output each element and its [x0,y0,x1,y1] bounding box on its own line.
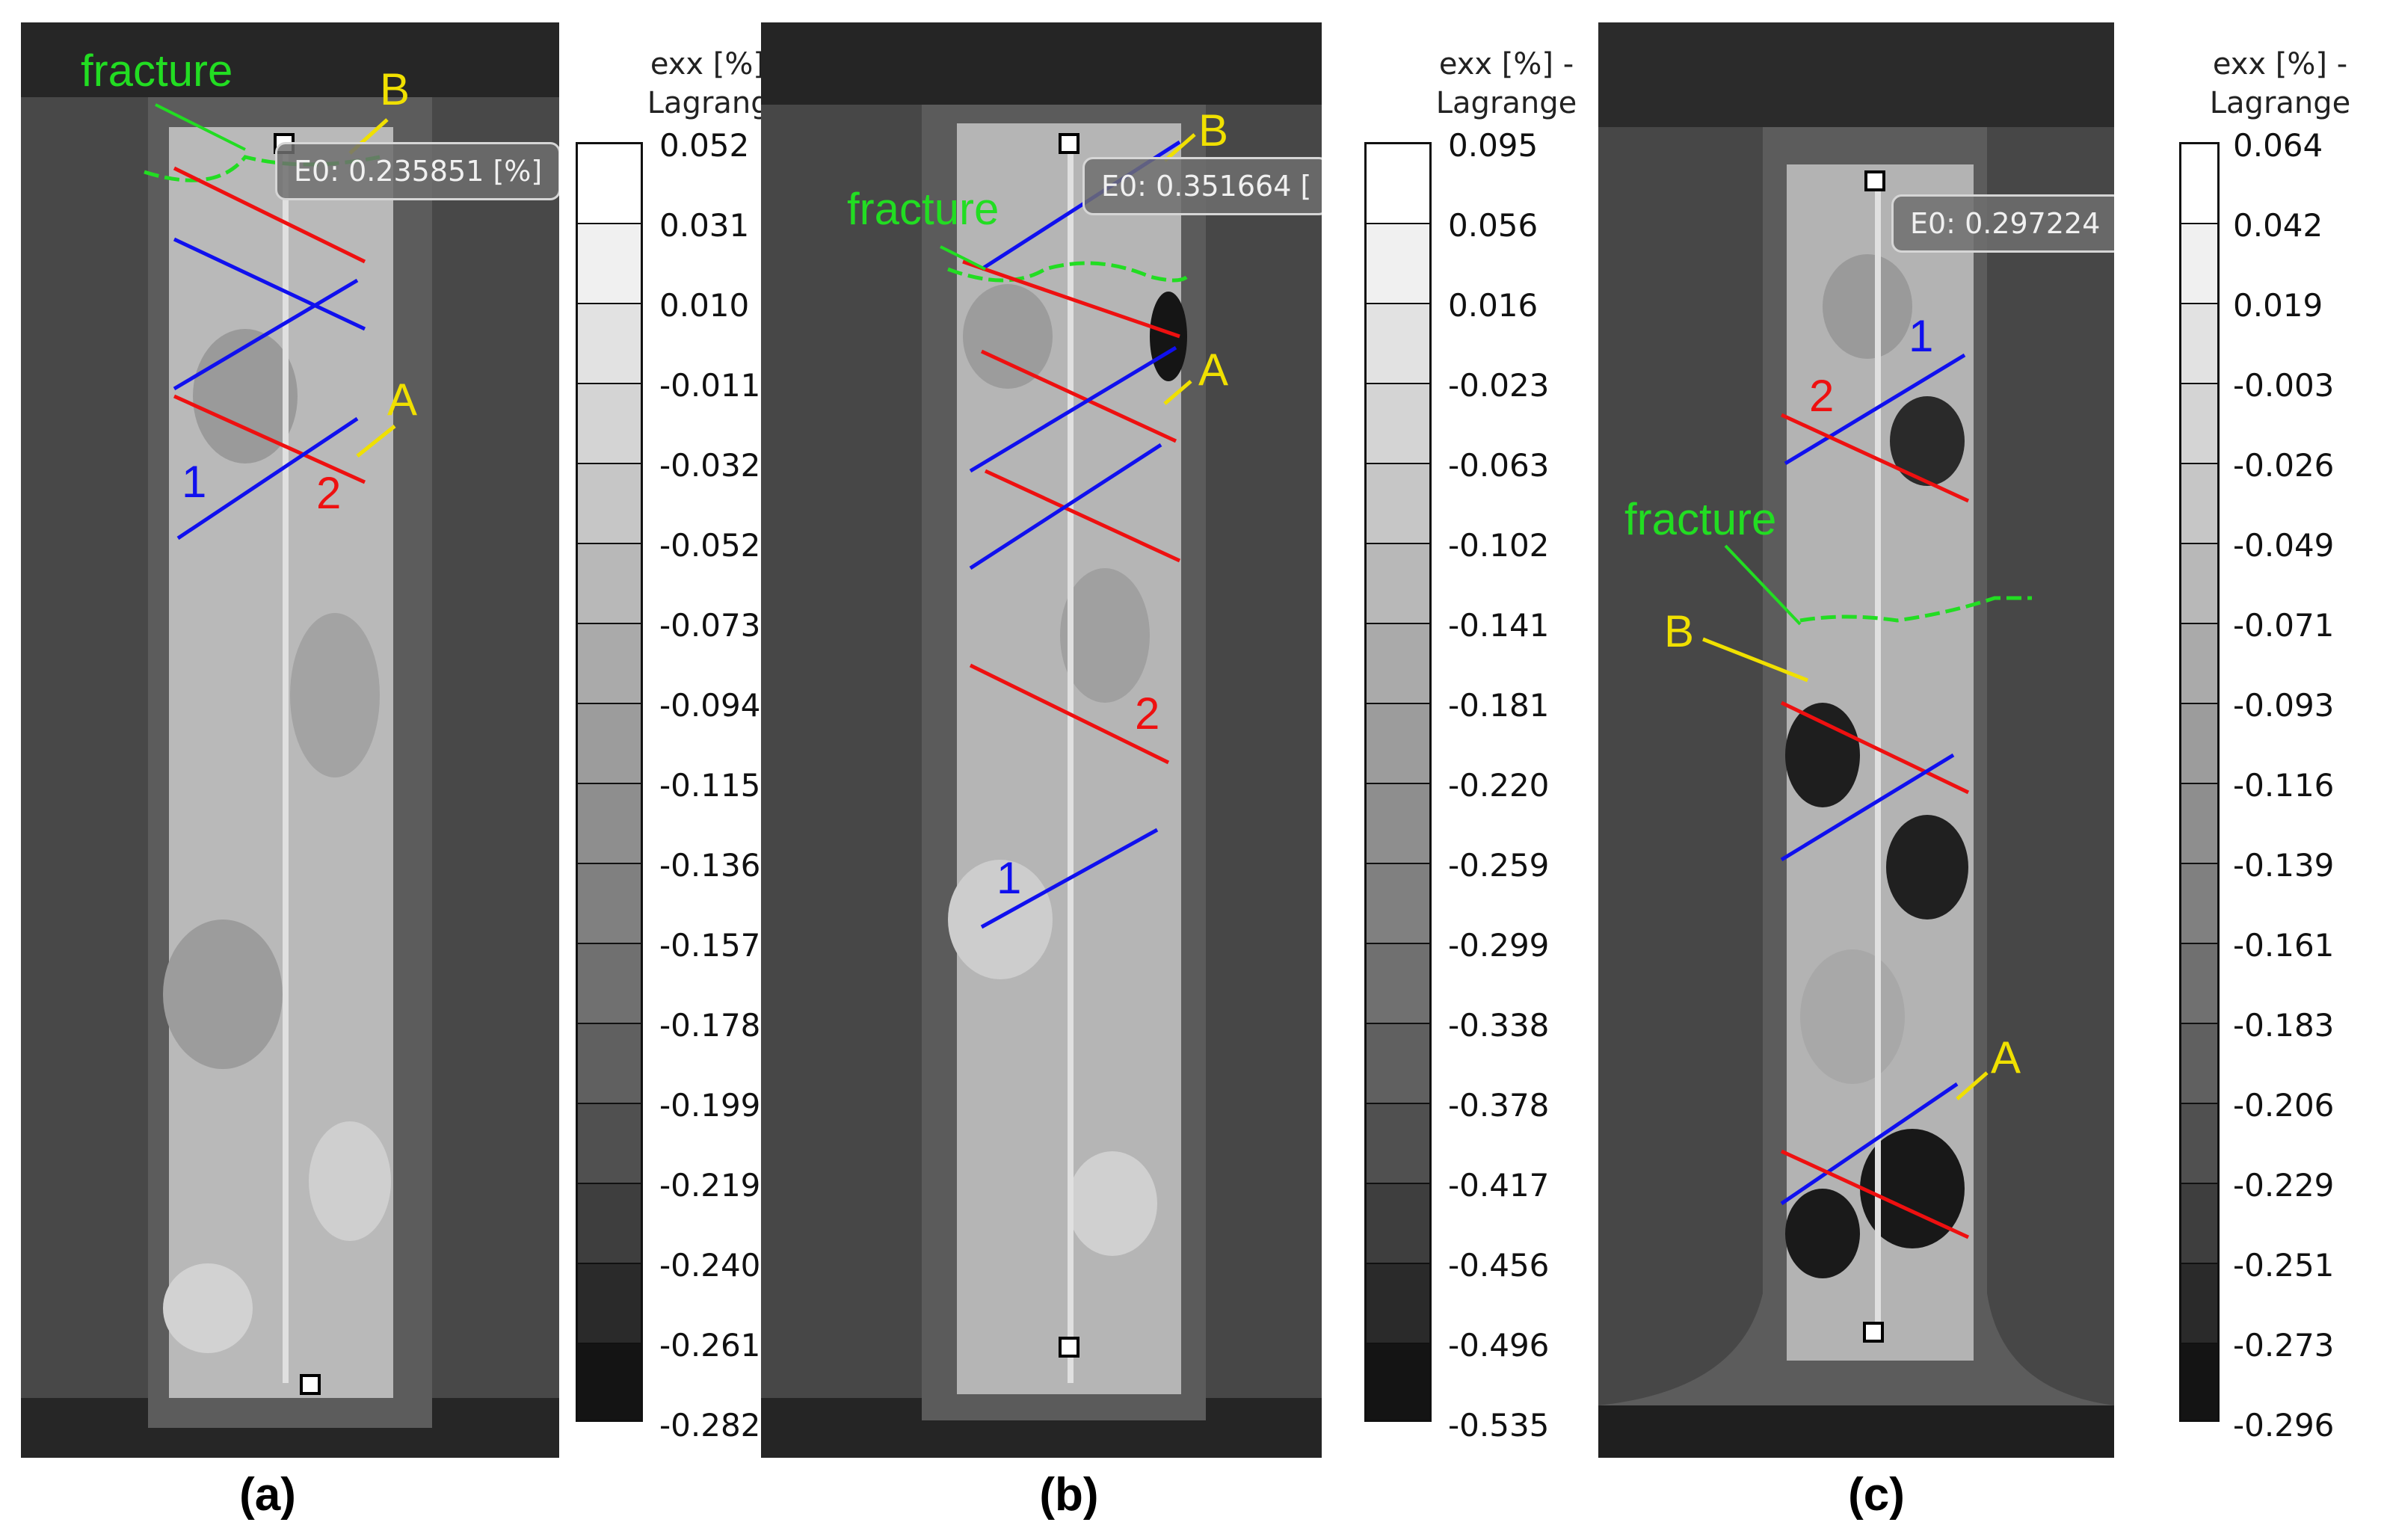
caption-b: (b) [1039,1469,1099,1521]
colorbar-tick-label: 0.056 [1448,207,1538,244]
colorbar-steps-a [576,142,643,1422]
panel-a-image: E0: 0.235851 [%] fracture B A 1 2 [21,22,559,1458]
colorbar-tick-label: -0.032 [659,447,761,484]
fracture-label-b: fracture [847,184,1000,234]
colorbar-tick-label: -0.094 [659,687,761,724]
caption-c: (c) [1848,1469,1905,1521]
colorbar-tick-label: -0.229 [2233,1167,2335,1204]
colorbar-tick-label: -0.071 [2233,607,2335,644]
colorbar-tick-label: -0.338 [1448,1007,1550,1044]
e0-readout-c: E0: 0.297224 [1891,194,2114,253]
colorbar-tick-label: -0.157 [659,927,761,964]
colorbar-tick-label: -0.049 [2233,527,2335,564]
colorbar-tick-label: -0.220 [1448,767,1550,804]
label-a-c: A [1991,1032,2021,1082]
colorbar-tick-label: -0.141 [1448,607,1550,644]
colorbar-tick-label: -0.115 [659,767,761,804]
colorbar-tick-label: -0.026 [2233,447,2335,484]
colorbar-tick-label: -0.136 [659,847,761,884]
label-b-a: B [380,64,410,114]
colorbar-b: exx [%] - Lagrange 0.095 0.056 0.016 -0.023… [1364,22,1641,1465]
panel-b-image: E0: 0.351664 [ fracture B A 1 2 [761,22,1322,1458]
colorbar-tick-label: 0.052 [659,127,750,164]
colorbar-tick-label: -0.378 [1448,1087,1550,1124]
fracture-label-c: fracture [1624,494,1777,544]
colorbar-tick-label: -0.261 [659,1327,761,1364]
colorbar-tick-label: -0.456 [1448,1247,1550,1284]
specimen-a-svg [21,22,559,1458]
colorbar-title-c: exx [%] - Lagrange [2209,47,2351,120]
colorbar-tick-label: -0.161 [2233,927,2335,964]
colorbar-tick-label: -0.102 [1448,527,1550,564]
line-label-1-b: 1 [997,853,1022,903]
line-label-2-b: 2 [1135,689,1160,739]
colorbar-title-b: exx [%] - Lagrange [1435,47,1577,120]
colorbar-tick-label: -0.535 [1448,1407,1550,1444]
e0-readout-b: E0: 0.351664 [ [1082,157,1322,215]
colorbar-tick-label: -0.251 [2233,1247,2335,1284]
caption-a: (a) [239,1469,296,1521]
colorbar-tick-label: 0.064 [2233,127,2323,164]
colorbar-tick-label: -0.181 [1448,687,1550,724]
colorbar-a: exx [%] - Lagrange 0.052 0.031 0.010 -0.011… [576,22,852,1465]
colorbar-steps-c [2179,142,2220,1422]
colorbar-tick-label: -0.003 [2233,367,2335,404]
colorbar-tick-label: 0.010 [659,287,750,324]
fracture-label-a: fracture [81,46,233,96]
specimen-c-svg [1598,22,2114,1458]
colorbar-c: exx [%] - Lagrange 0.064 0.042 0.019 -0.003… [2179,22,2381,1465]
label-b-c: B [1664,606,1695,656]
colorbar-tick-label: -0.299 [1448,927,1550,964]
colorbar-tick-label: 0.095 [1448,127,1538,164]
colorbar-tick-label: -0.240 [659,1247,761,1284]
colorbar-tick-label: -0.063 [1448,447,1550,484]
colorbar-tick-label: -0.273 [2233,1327,2335,1364]
panel-c-image: E0: 0.297224 fracture B A 1 2 [1598,22,2114,1458]
colorbar-tick-label: -0.093 [2233,687,2335,724]
colorbar-tick-label: 0.031 [659,207,750,244]
colorbar-tick-label: 0.042 [2233,207,2323,244]
colorbar-tick-label: 0.019 [2233,287,2323,324]
line-label-1-a: 1 [182,457,207,507]
e0-readout-a: E0: 0.235851 [%] [275,142,559,200]
label-b-b: B [1198,105,1229,155]
colorbar-tick-label: -0.206 [2233,1087,2335,1124]
colorbar-tick-label: -0.199 [659,1087,761,1124]
specimen-b-svg [761,22,1322,1458]
label-a-a: A [387,375,418,425]
line-label-1-c: 1 [1909,311,1934,361]
colorbar-steps-b [1364,142,1432,1422]
colorbar-tick-label: -0.496 [1448,1327,1550,1364]
colorbar-tick-label: -0.282 [659,1407,761,1444]
line-label-2-a: 2 [316,468,342,518]
colorbar-tick-label: -0.178 [659,1007,761,1044]
colorbar-tick-label: -0.219 [659,1167,761,1204]
colorbar-tick-label: -0.417 [1448,1167,1550,1204]
colorbar-tick-label: -0.259 [1448,847,1550,884]
colorbar-tick-label: -0.073 [659,607,761,644]
label-a-b: A [1198,345,1229,395]
colorbar-tick-label: -0.296 [2233,1407,2335,1444]
colorbar-tick-label: -0.023 [1448,367,1550,404]
colorbar-tick-label: 0.016 [1448,287,1538,324]
colorbar-tick-label: -0.139 [2233,847,2335,884]
line-label-2-c: 2 [1809,371,1835,421]
colorbar-tick-label: -0.116 [2233,767,2335,804]
colorbar-tick-label: -0.052 [659,527,761,564]
colorbar-tick-label: -0.183 [2233,1007,2335,1044]
colorbar-tick-label: -0.011 [659,367,761,404]
